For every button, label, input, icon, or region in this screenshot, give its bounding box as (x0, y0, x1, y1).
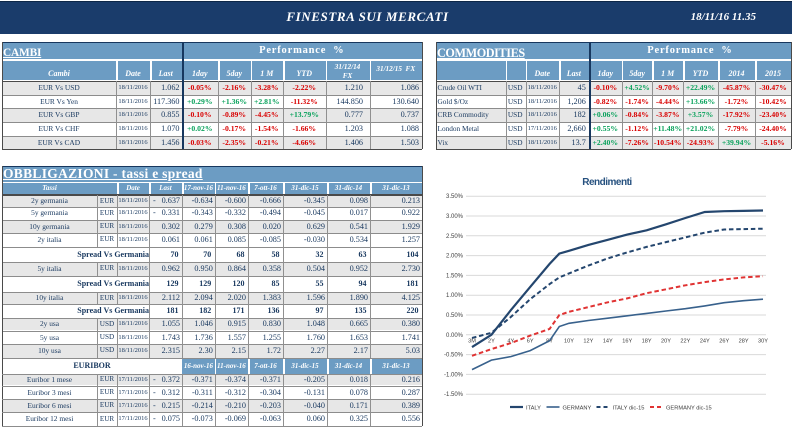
svg-text:10Y: 10Y (564, 339, 574, 345)
svg-text:3.00%: 3.00% (446, 214, 464, 220)
svg-text:18Y: 18Y (642, 339, 652, 345)
svg-text:0.50%: 0.50% (446, 313, 464, 319)
svg-text:1.00%: 1.00% (446, 293, 464, 299)
svg-text:24Y: 24Y (700, 339, 710, 345)
svg-text:16Y: 16Y (622, 339, 632, 345)
svg-text:0.00%: 0.00% (446, 333, 464, 339)
svg-text:22Y: 22Y (680, 339, 690, 345)
svg-text:-1.00%: -1.00% (444, 372, 464, 378)
svg-text:20Y: 20Y (661, 339, 671, 345)
svg-text:GERMANY: GERMANY (563, 405, 592, 411)
svg-text:GERMANY dic-15: GERMANY dic-15 (666, 405, 712, 411)
svg-text:2.50%: 2.50% (446, 234, 464, 240)
svg-text:14Y: 14Y (603, 339, 613, 345)
svg-text:26Y: 26Y (719, 339, 729, 345)
svg-text:Rendimenti: Rendimenti (582, 177, 632, 188)
svg-text:-0.50%: -0.50% (444, 353, 464, 359)
svg-text:3M: 3M (468, 339, 476, 345)
svg-text:6Y: 6Y (527, 339, 534, 345)
svg-text:2.00%: 2.00% (446, 254, 464, 260)
svg-text:12Y: 12Y (583, 339, 593, 345)
svg-text:4Y: 4Y (507, 339, 514, 345)
svg-text:3.50%: 3.50% (446, 194, 464, 200)
svg-text:ITALY: ITALY (526, 405, 541, 411)
svg-text:2Y: 2Y (488, 339, 495, 345)
svg-text:1.50%: 1.50% (446, 273, 464, 279)
svg-text:30Y: 30Y (758, 339, 768, 345)
svg-text:ITALY dic-15: ITALY dic-15 (613, 405, 645, 411)
svg-text:28Y: 28Y (739, 339, 749, 345)
svg-text:-1.50%: -1.50% (444, 392, 464, 398)
